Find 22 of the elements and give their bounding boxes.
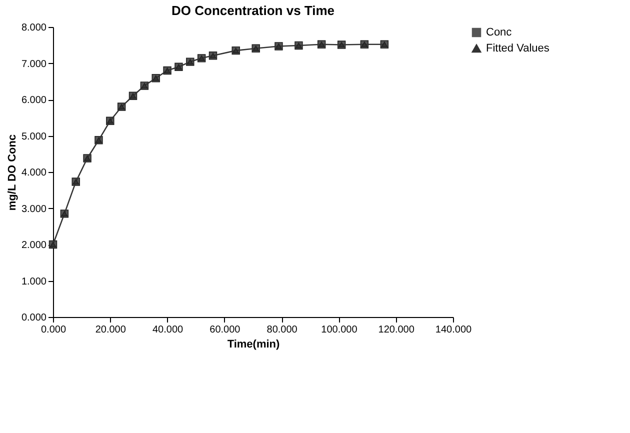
x-tick-label: 120.000 xyxy=(378,324,415,336)
x-tick-label: 100.000 xyxy=(321,324,358,336)
y-tick-label: 1.000 xyxy=(21,276,47,288)
x-axis-title: Time(min) xyxy=(227,338,280,350)
y-tick-label: 4.000 xyxy=(21,168,47,178)
x-tick-label: 0.000 xyxy=(40,324,66,336)
x-tick-label: 40.000 xyxy=(152,324,184,336)
x-tick-label: 80.000 xyxy=(266,324,298,336)
y-axis-title: mg/L DO Conc xyxy=(6,134,18,211)
x-tick-label: 140.000 xyxy=(435,324,472,336)
y-tick-label: 3.000 xyxy=(21,204,47,215)
x-tick-label: 20.000 xyxy=(95,324,126,336)
y-tick-label: 0.000 xyxy=(21,312,47,324)
y-tick-label: 2.000 xyxy=(21,240,47,251)
y-tick-label: 7.000 xyxy=(21,58,47,70)
y-tick-label: 5.000 xyxy=(21,131,47,142)
x-tick-label: 60.000 xyxy=(210,324,241,336)
legend-label: Fitted Values xyxy=(486,42,550,54)
y-tick-label: 6.000 xyxy=(21,95,47,106)
legend-label: Conc xyxy=(486,26,512,38)
y-tick-label: 8.000 xyxy=(21,22,47,34)
chart-title: DO Concentration vs Time xyxy=(171,3,335,18)
